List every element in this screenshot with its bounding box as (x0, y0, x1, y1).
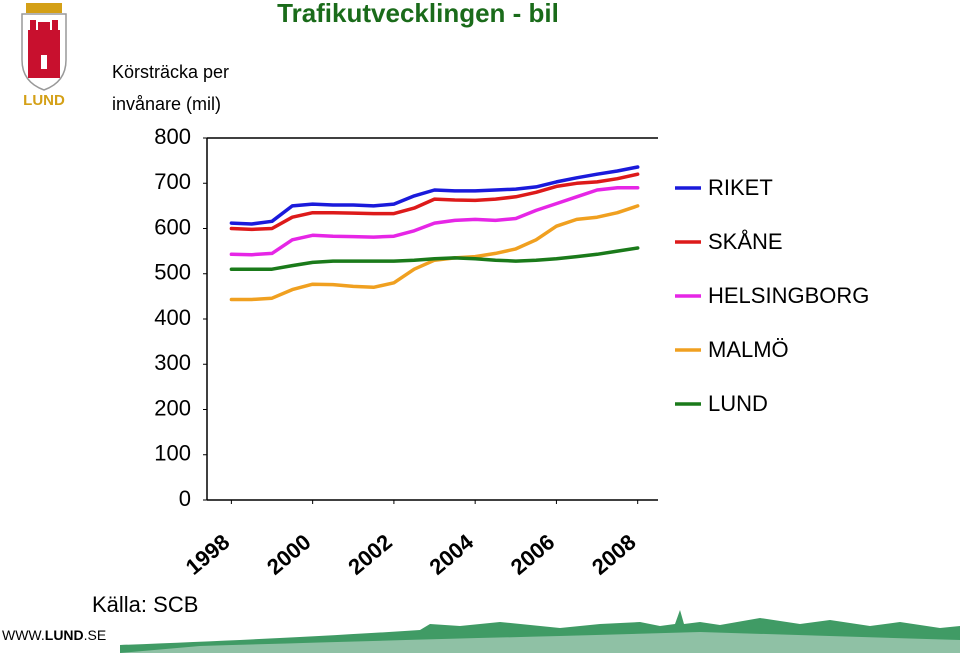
x-tick-label: 2002 (343, 529, 397, 580)
logo-emblem (21, 3, 67, 91)
x-tick-label: 2000 (262, 529, 316, 580)
footer-part: WWW. (2, 627, 45, 643)
footer-part: .SE (84, 627, 107, 643)
y-tick-label: 200 (154, 395, 191, 420)
legend-label: SKÅNE (708, 229, 783, 254)
legend-label: RIKET (708, 175, 773, 200)
footer-url: WWW.LUND.SE (2, 627, 106, 643)
series-line (229, 204, 640, 302)
footer-part: LUND (45, 627, 84, 643)
series-line (229, 186, 640, 257)
series-line (229, 246, 640, 271)
x-tick-label: 2004 (425, 529, 479, 580)
legend-label: HELSINGBORG (708, 283, 869, 308)
y-tick-label: 600 (154, 214, 191, 239)
y-axis-label: Körsträcka per (112, 62, 229, 82)
y-tick-label: 100 (154, 441, 191, 466)
x-tick-label: 1998 (181, 529, 235, 580)
legend-label: LUND (708, 391, 768, 416)
y-tick-label: 0 (179, 486, 191, 511)
skyline (120, 632, 960, 653)
series-line (229, 165, 640, 226)
y-tick-label: 400 (154, 305, 191, 330)
x-tick-label: 2008 (587, 529, 641, 580)
legend-label: MALMÖ (708, 337, 789, 362)
y-tick-label: 300 (154, 350, 191, 375)
source: Källa: SCB (92, 592, 198, 617)
series-line (229, 172, 640, 232)
chart-title: Trafikutvecklingen - bil (277, 0, 559, 28)
y-axis-label: invånare (mil) (112, 94, 221, 114)
x-tick-label: 2006 (506, 529, 560, 580)
y-tick-label: 800 (154, 124, 191, 149)
logo-text: LUND (23, 92, 65, 109)
y-tick-label: 500 (154, 260, 191, 285)
y-tick-label: 700 (154, 169, 191, 194)
